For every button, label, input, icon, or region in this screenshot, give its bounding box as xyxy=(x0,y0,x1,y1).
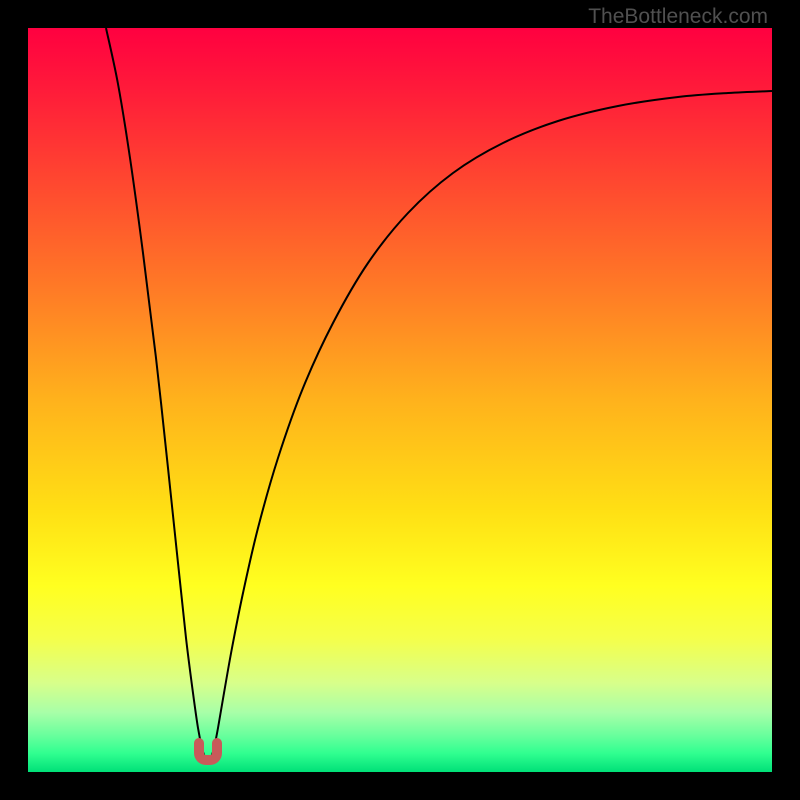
curve-layer xyxy=(28,28,772,772)
bottleneck-curve xyxy=(106,28,772,761)
plot-area xyxy=(28,28,772,772)
dip-marker-cap xyxy=(194,738,204,748)
watermark-text: TheBottleneck.com xyxy=(588,5,768,29)
dip-marker-cap xyxy=(212,738,222,748)
chart-container: TheBottleneck.com xyxy=(0,0,800,800)
